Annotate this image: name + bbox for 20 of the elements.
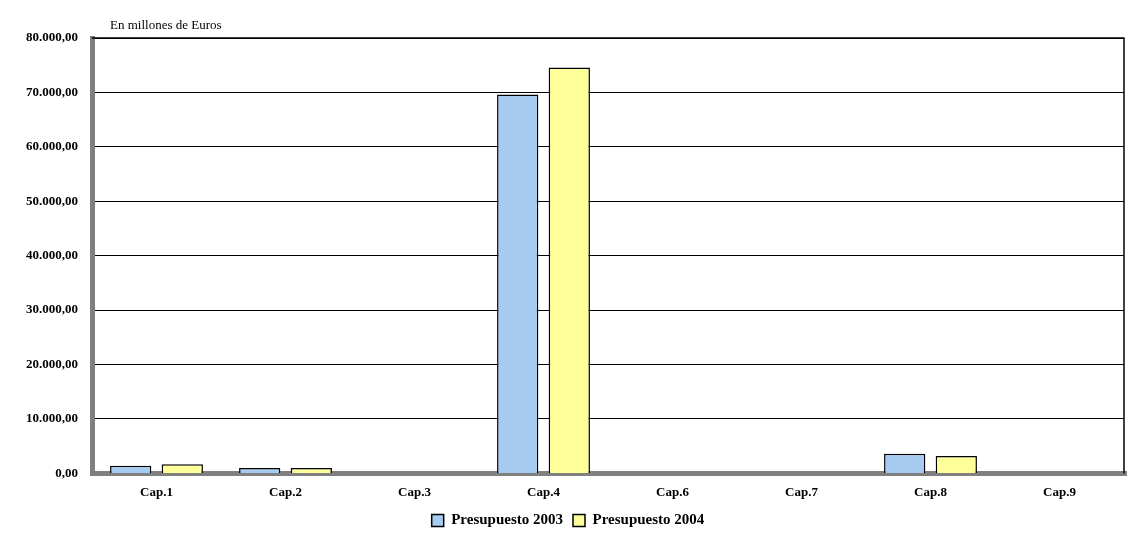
x-tick-label: Cap.9 (1043, 483, 1077, 499)
y-tick-label: 30.000,00 (26, 301, 78, 317)
y-tick-label: 70.000,00 (26, 83, 78, 99)
x-tick-label: Cap.7 (785, 483, 819, 499)
y-tick-label: 40.000,00 (26, 247, 78, 263)
y-tick-label: 0,00 (55, 464, 78, 480)
y-tick-label: 20.000,00 (26, 355, 78, 371)
x-tick-label: Cap.2 (269, 483, 302, 499)
x-tick-label: Cap.6 (656, 483, 690, 499)
x-tick-label: Cap.4 (527, 483, 561, 499)
y-tick-label: 10.000,00 (26, 410, 78, 426)
y-tick-label: 60.000,00 (26, 138, 78, 154)
x-tick-label: Cap.1 (140, 483, 173, 499)
y-axis-title: En millones de Euros (110, 16, 222, 32)
legend-label: Presupuesto 2003 (451, 511, 563, 528)
legend-label: Presupuesto 2004 (592, 511, 705, 528)
x-tick-label: Cap.8 (914, 483, 948, 499)
y-tick-label: 50.000,00 (26, 192, 78, 208)
x-tick-label: Cap.3 (398, 483, 432, 499)
y-tick-label: 80.000,00 (26, 29, 78, 45)
